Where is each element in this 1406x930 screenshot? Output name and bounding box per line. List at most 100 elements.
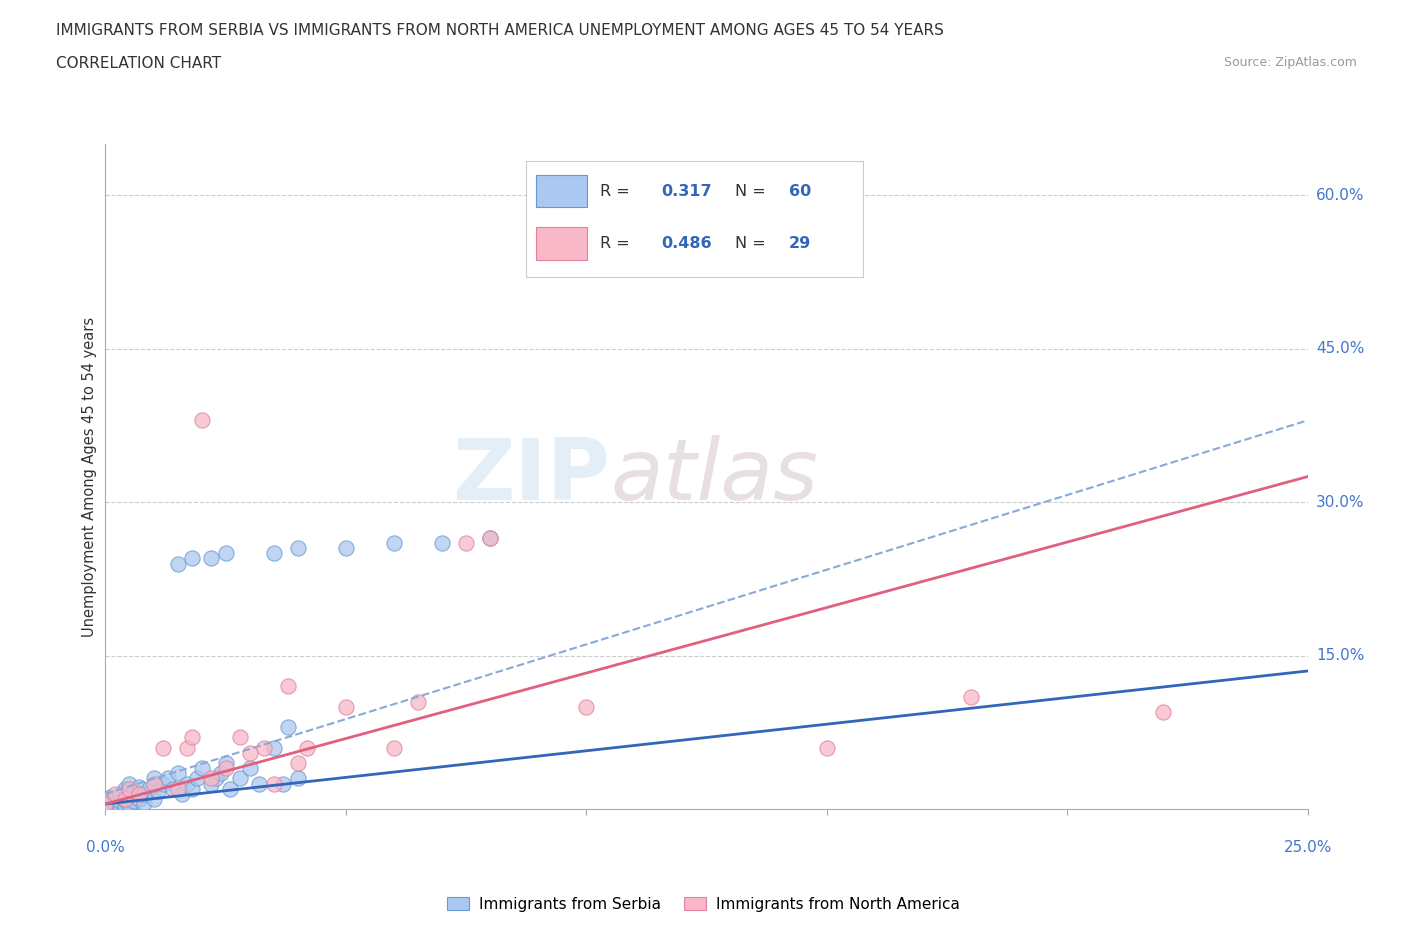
Point: [205, 771, 228, 786]
Point: [94, 800, 117, 815]
Point: [108, 793, 131, 808]
Point: [181, 551, 204, 565]
Text: IMMIGRANTS FROM SERBIA VS IMMIGRANTS FROM NORTH AMERICA UNEMPLOYMENT AMONG AGES : IMMIGRANTS FROM SERBIA VS IMMIGRANTS FRO…: [56, 23, 943, 38]
Text: 30.0%: 30.0%: [1316, 495, 1364, 510]
Point: [335, 699, 357, 714]
Point: [118, 776, 141, 790]
Point: [94, 796, 117, 811]
Point: [104, 791, 127, 806]
Point: [277, 679, 299, 694]
Point: [382, 536, 405, 551]
Point: [138, 781, 160, 796]
Point: [575, 699, 598, 714]
Point: [142, 791, 165, 806]
Point: [247, 776, 270, 790]
Point: [190, 761, 212, 776]
Point: [108, 800, 131, 815]
Point: [152, 740, 174, 755]
Point: [104, 796, 127, 811]
Point: [118, 796, 141, 811]
Point: [219, 781, 242, 796]
Point: [132, 787, 155, 802]
Point: [118, 781, 141, 796]
Point: [166, 781, 188, 796]
Text: Source: ZipAtlas.com: Source: ZipAtlas.com: [1223, 56, 1357, 69]
Point: [335, 541, 357, 556]
Point: [132, 795, 155, 810]
Text: atlas: atlas: [610, 435, 818, 518]
Point: [118, 790, 141, 804]
Point: [190, 413, 212, 428]
Text: 45.0%: 45.0%: [1316, 341, 1364, 356]
Point: [186, 771, 208, 786]
Text: CORRELATION CHART: CORRELATION CHART: [56, 56, 221, 71]
Point: [277, 720, 299, 735]
Point: [263, 776, 285, 790]
Point: [128, 779, 150, 794]
Point: [128, 787, 150, 802]
Point: [98, 790, 121, 804]
Text: ZIP: ZIP: [453, 435, 610, 518]
Point: [176, 776, 198, 790]
Point: [479, 530, 502, 545]
Point: [297, 740, 319, 755]
Point: [124, 793, 146, 808]
Point: [239, 746, 262, 761]
Text: 15.0%: 15.0%: [1316, 648, 1364, 663]
Point: [142, 776, 165, 790]
Point: [108, 787, 131, 802]
Point: [94, 791, 117, 806]
Point: [815, 740, 838, 755]
Point: [128, 791, 150, 806]
Point: [200, 551, 222, 565]
Point: [94, 802, 117, 817]
Point: [430, 536, 453, 551]
Point: [166, 766, 188, 781]
Point: [152, 776, 174, 790]
Text: 60.0%: 60.0%: [1316, 188, 1364, 203]
Point: [1152, 705, 1174, 720]
Point: [263, 546, 285, 561]
Text: 25.0%: 25.0%: [1284, 840, 1331, 855]
Point: [114, 799, 136, 814]
Point: [214, 546, 236, 561]
Point: [287, 771, 309, 786]
Point: [98, 799, 121, 814]
Point: [172, 787, 194, 802]
Point: [98, 794, 121, 809]
Point: [156, 771, 179, 786]
Point: [273, 776, 295, 790]
Point: [229, 730, 252, 745]
Point: [104, 787, 127, 802]
Point: [960, 689, 983, 704]
Legend: Immigrants from Serbia, Immigrants from North America: Immigrants from Serbia, Immigrants from …: [440, 890, 966, 918]
Point: [479, 530, 502, 545]
Point: [209, 766, 232, 781]
Point: [287, 755, 309, 770]
Point: [148, 783, 170, 798]
Point: [114, 781, 136, 796]
Point: [287, 541, 309, 556]
Point: [253, 740, 276, 755]
Point: [124, 783, 146, 798]
Point: [239, 761, 262, 776]
Point: [162, 781, 184, 796]
Point: [176, 740, 198, 755]
Point: [214, 755, 236, 770]
Point: [94, 798, 117, 813]
Point: [454, 536, 477, 551]
Point: [229, 771, 252, 786]
Point: [181, 730, 204, 745]
Y-axis label: Unemployment Among Ages 45 to 54 years: Unemployment Among Ages 45 to 54 years: [82, 316, 97, 637]
Point: [263, 740, 285, 755]
Point: [114, 792, 136, 807]
Point: [200, 776, 222, 790]
Point: [94, 795, 117, 810]
Point: [114, 791, 136, 806]
Point: [214, 761, 236, 776]
Point: [200, 771, 222, 786]
Point: [166, 556, 188, 571]
Point: [142, 771, 165, 786]
Point: [382, 740, 405, 755]
Text: 0.0%: 0.0%: [86, 840, 125, 855]
